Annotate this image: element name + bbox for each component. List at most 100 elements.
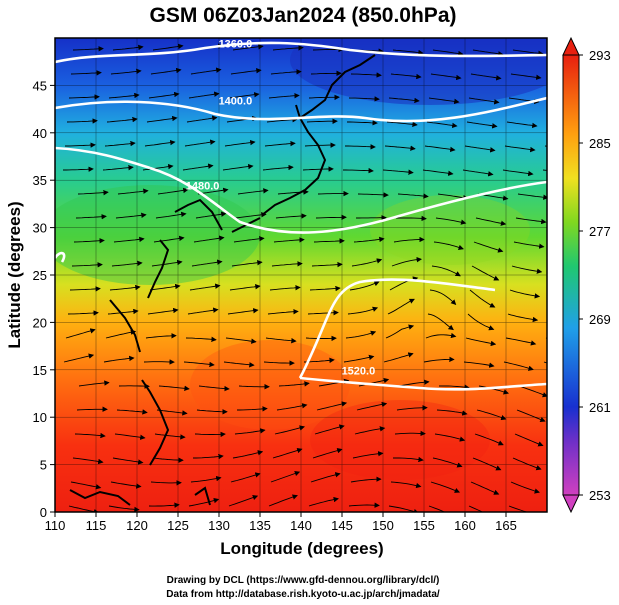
streamline [116,409,148,415]
colorbar-tick-label: 293 [589,48,611,63]
streamline [432,49,464,57]
y-tick-label: 10 [33,410,47,425]
streamline [390,73,422,80]
x-tick-label: 130 [208,518,230,533]
streamline [190,67,222,75]
streamline [77,189,109,196]
streamline [184,139,216,147]
streamline [433,241,464,250]
grid-lines [55,38,547,512]
y-tick-label: 35 [33,173,47,188]
streamline [188,497,220,507]
streamline [265,337,297,344]
streamline [157,187,189,195]
streamline [434,433,466,442]
streamline [349,281,380,291]
streamline [351,258,383,267]
streamline [396,405,428,411]
streamline [185,336,217,343]
colorbar-tick-label: 277 [589,224,611,239]
streamline [472,49,504,57]
streamline [223,361,255,368]
streamline [432,457,463,468]
streamline [225,337,257,344]
streamline [549,506,579,509]
streamline [276,403,308,411]
streamline [310,70,342,76]
streamline [238,384,270,390]
streamline [234,428,266,435]
streamline [272,45,304,51]
x-tick-label: 125 [167,518,189,533]
streamline [154,433,186,440]
streamline [424,145,456,153]
streamline [63,166,94,172]
credit-line-1: Drawing by DCL (https://www.gfd-dennou.o… [167,575,440,586]
streamline [75,214,107,220]
streamline [190,475,222,483]
streamline [107,308,139,315]
streamline [470,481,500,495]
streamline [109,284,141,291]
streamline [345,330,377,339]
streamline [268,494,298,507]
streamline [348,502,380,508]
streamline [193,235,225,243]
streamline [156,409,188,416]
streamline [504,145,536,153]
streamline [308,496,339,507]
streamline [516,409,546,423]
streamline [302,166,334,172]
streamline [151,259,183,267]
streamline [149,283,181,291]
streamline [266,117,298,123]
streamline [396,215,427,222]
streamline [146,115,178,123]
streamline [142,163,174,171]
streamline [194,431,226,438]
streamline [310,472,341,483]
streamline [313,238,345,244]
streamline [144,139,176,147]
streamline [475,217,507,226]
x-axis-ticks: 110 115 120 125 130 135 140 145 150 155 160 165 [45,512,517,533]
streamline [390,481,422,489]
streamline [315,214,347,221]
streamline [228,92,260,99]
streamline [118,383,150,389]
streamline [232,450,264,459]
streamline [356,401,388,411]
streamline [348,96,380,102]
streamline [235,212,267,219]
streamline [430,481,461,493]
x-tick-label: 115 [86,518,107,533]
streamline [264,140,296,147]
streamline [187,307,219,315]
streamline [67,310,99,316]
streamline [383,352,414,363]
streamline [385,324,415,339]
streamline [505,337,537,346]
streamline [391,256,422,267]
streamline [150,480,182,486]
streamline [393,236,425,243]
streamline [472,457,502,471]
streamline [269,285,301,291]
streamline [105,329,137,339]
streamline [352,451,384,459]
streamline [439,384,470,390]
streamline [224,139,256,147]
streamline [230,472,261,483]
streamline [68,94,100,100]
y-tick-label: 25 [33,268,47,283]
streamline [148,91,180,99]
streamline [507,313,539,323]
streamline [312,448,343,459]
streamline [476,409,507,421]
streamline [467,313,495,331]
streamline [393,456,424,463]
streamline [272,447,303,459]
streamline [273,237,305,243]
x-tick-label: 135 [249,518,271,533]
streamline [230,67,262,75]
